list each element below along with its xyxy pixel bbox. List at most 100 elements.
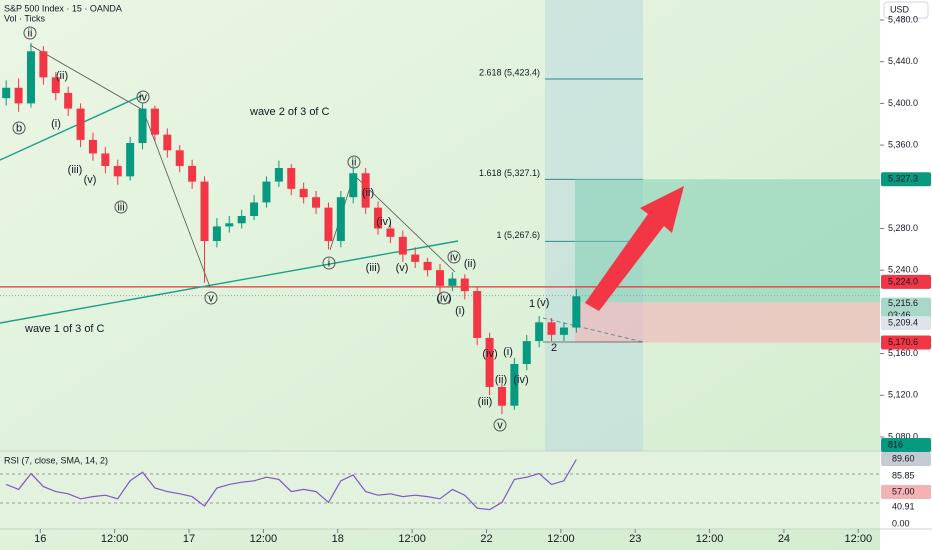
candle-body [250, 202, 259, 216]
wave-circle [322, 256, 336, 270]
trendline [0, 240, 459, 324]
x-tick-label: 23 [629, 533, 641, 545]
y-tick-label: 5,480.0 [888, 14, 918, 24]
wave-label: (v) [84, 174, 97, 186]
fib-label: 2.618 (5,423.4) [479, 67, 540, 77]
y-tick-label: 5,240.0 [888, 265, 918, 275]
candle-body [175, 150, 184, 166]
candle-body [336, 197, 345, 242]
candle-body [361, 173, 370, 208]
entry-label: 5,209.4 [888, 317, 918, 327]
rsi-background [0, 451, 880, 529]
wave-label: (iv) [513, 374, 528, 386]
candle-body [423, 261, 432, 271]
wave-label: (iii) [478, 396, 493, 408]
rsi-axis-label: 0.00 [892, 518, 910, 528]
wave-circle [204, 291, 218, 305]
candle-body [287, 168, 296, 189]
rsi-axis-box [881, 485, 931, 499]
candle-body [411, 254, 420, 262]
x-tick-label: 12:00 [398, 533, 426, 545]
y-tick-label: 5,360.0 [888, 139, 918, 149]
rsi-axis-label: 85.85 [892, 470, 915, 480]
wave-circle [347, 155, 361, 169]
wave-label: (i) [503, 346, 513, 358]
wave-label: iii [117, 201, 124, 213]
candle-body [535, 322, 544, 342]
candle-body [436, 270, 444, 286]
candle-body [150, 108, 159, 135]
x-tick-label: 24 [778, 533, 790, 545]
resistance-label: 5,224.0 [888, 276, 918, 286]
trendline [0, 94, 144, 161]
last-price-box [881, 297, 931, 322]
candle-body [26, 51, 35, 104]
candle-body [262, 181, 271, 203]
candle-body [349, 173, 358, 198]
wave-label: (ii) [56, 70, 68, 82]
candle-body [200, 181, 209, 242]
position-target-zone [575, 179, 880, 303]
wave-label: (ii) [495, 374, 507, 386]
countdown: 03:46 [888, 310, 911, 320]
candle-body [101, 153, 110, 166]
wave-label: 2 [551, 342, 557, 354]
x-tick-label: 22 [480, 533, 492, 545]
wave-circle [447, 250, 461, 264]
rsi-title: RSI (7, close, SMA, 14, 2) [4, 455, 108, 465]
candle-body [485, 337, 494, 387]
candle-body [374, 207, 383, 229]
wave-label: iv [139, 91, 147, 103]
annotation: wave 1 of 3 of C [24, 323, 105, 335]
wave-label: (ii) [362, 187, 374, 199]
candle-body [64, 92, 73, 109]
candle-body [299, 188, 308, 198]
candle-body [225, 223, 234, 227]
candle-body [448, 278, 457, 286]
currency-box [883, 1, 929, 19]
wave-label: i [328, 257, 330, 269]
x-tick-label: 16 [34, 533, 46, 545]
wave-label: (ii) [464, 258, 476, 270]
chart-title: S&P 500 Index · 15 · OANDA [4, 3, 122, 13]
candle-body [88, 139, 97, 154]
x-tick-label: 12:00 [845, 533, 873, 545]
candle-body [274, 168, 283, 182]
candle-body [547, 322, 556, 335]
candle-body [163, 134, 172, 151]
candle-body [398, 236, 407, 255]
wave-label: ii [352, 156, 357, 168]
candle-body [497, 386, 506, 406]
wave-circle [136, 90, 150, 104]
x-tick-label: 12:00 [250, 533, 278, 545]
annotation: wave 2 of 3 of C [249, 106, 330, 118]
x-tick-label: 12:00 [696, 533, 724, 545]
target-label: 5,327.3 [888, 174, 918, 184]
wave-circle [12, 121, 26, 135]
position-stop-zone [575, 302, 880, 343]
rsi-line [5, 459, 577, 511]
wave-label: (iii) [366, 262, 381, 274]
x-tick-label: 18 [332, 533, 344, 545]
currency: USD [890, 4, 910, 14]
candle-body [324, 207, 333, 242]
volume-last-box [881, 438, 931, 452]
candle-body [237, 215, 246, 224]
trendline [353, 174, 456, 273]
trendline [29, 44, 144, 111]
candle-body [113, 165, 122, 177]
wave-label: v [497, 419, 503, 431]
target-label-box [881, 172, 931, 187]
candle-body [386, 228, 395, 237]
rsi-axis-label: 40.91 [892, 501, 915, 511]
wave-circle [114, 200, 128, 214]
wave-label: v [208, 292, 214, 304]
volume-label: Vol · Ticks [4, 13, 46, 23]
y-tick-label: 5,080.0 [888, 431, 918, 441]
wave-label: b [16, 122, 22, 134]
wave-label: 1 [529, 298, 535, 310]
x-tick-label: 12:00 [547, 533, 575, 545]
wave-label: (iv) [482, 348, 497, 360]
candle-body [51, 77, 60, 93]
